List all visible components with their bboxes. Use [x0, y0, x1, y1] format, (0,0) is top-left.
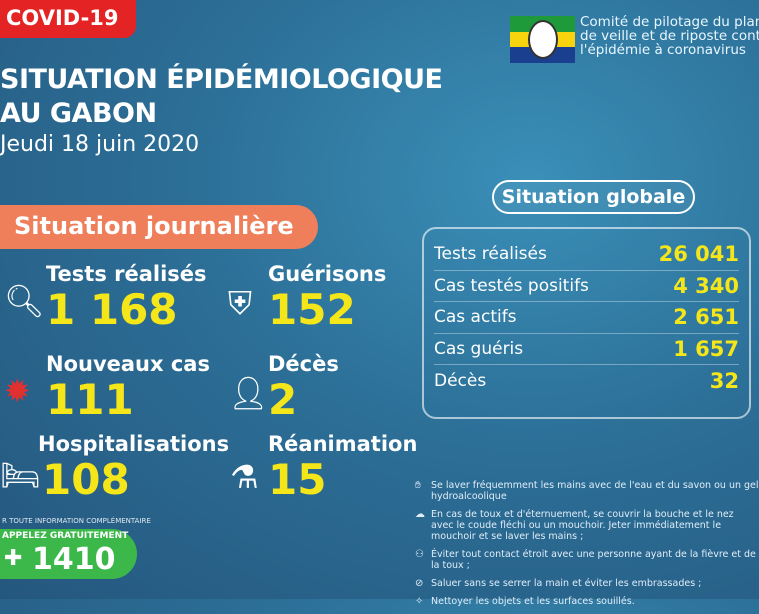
advice-text: En cas de toux et d'éternuement, se couv…: [431, 509, 734, 542]
advice-list: ✋︎ Se laver fréquemment les mains avec de…: [415, 480, 759, 614]
row-label: Décès: [434, 370, 487, 391]
row-label: Cas testés positifs: [434, 275, 589, 296]
covid-badge: COVID-19: [0, 0, 136, 38]
committee-name: Comité de pilotage du plan de veille et …: [580, 15, 759, 57]
advice-text: Se laver fréquemment les mains avec de l…: [431, 480, 759, 502]
committee-line: de veille et de riposte contre: [580, 28, 759, 44]
coat-of-arms-icon: [528, 20, 558, 59]
committee-line: Comité de pilotage du plan: [580, 14, 759, 30]
global-section-title: Situation globale: [492, 180, 695, 214]
hotline-info: R TOUTE INFORMATION COMPLÉMENTAIRE: [2, 517, 151, 525]
stat-label: Hospitalisations: [38, 432, 230, 456]
row-label: Cas guéris: [434, 338, 524, 359]
daily-section-title: Situation journalière: [0, 205, 318, 249]
stat-value: 1 168: [46, 285, 178, 334]
table-row: Décès 32: [434, 365, 739, 397]
oxygen-tank-icon: ⚗︎: [230, 458, 259, 496]
row-value: 32: [709, 368, 739, 393]
row-value: 1 657: [673, 336, 739, 361]
advice-item: ⊘ Saluer sans se serrer la main et éviter…: [415, 578, 759, 589]
table-row: Cas actifs 2 651: [434, 302, 739, 334]
person-icon: 👤︎: [228, 374, 269, 412]
table-row: Cas guéris 1 657: [434, 334, 739, 365]
page-title-line1: SITUATION ÉPIDÉMIOLOGIQUE: [0, 64, 443, 95]
stat-label: Guérisons: [268, 262, 387, 286]
no-handshake-icon: ⊘: [415, 578, 424, 589]
advice-text: Saluer sans se serrer la main et éviter …: [431, 578, 702, 589]
virus-icon: ✹: [4, 372, 31, 410]
advice-item: ✧ Nettoyer les objets et les surfaces sou…: [415, 596, 759, 607]
table-row: Cas testés positifs 4 340: [434, 271, 739, 302]
hotline-banner: APPELEZ GRATUITEMENT ✚ 1410: [0, 529, 137, 579]
gabon-flag-logo: [510, 16, 575, 63]
phone-icon: ✚: [4, 546, 23, 571]
advice-text: Nettoyer les objets et les surfaces soui…: [431, 596, 635, 607]
committee-line: l'épidémie à coronavirus: [580, 42, 746, 58]
page-title-line2: AU GABON: [0, 98, 157, 129]
stat-label: Tests réalisés: [46, 262, 207, 286]
shield-cross-icon: ⛨: [228, 284, 253, 322]
row-value: 26 041: [658, 242, 739, 267]
row-label: Cas actifs: [434, 307, 517, 328]
cleaning-icon: ✧: [415, 596, 424, 607]
advice-text: Éviter tout contact étroit avec une pers…: [431, 549, 756, 571]
stat-label: Réanimation: [268, 432, 418, 456]
global-table: Tests réalisés 26 041 Cas testés positifs…: [422, 227, 751, 419]
stat-value: 152: [268, 285, 356, 334]
row-value: 2 651: [673, 305, 739, 330]
row-value: 4 340: [673, 273, 739, 298]
stat-value: 15: [268, 455, 327, 504]
advice-item: ⚇ Éviter tout contact étroit avec une per…: [415, 549, 759, 571]
distance-icon: ⚇: [415, 549, 424, 560]
stat-value: 111: [46, 375, 134, 424]
hotline-number: 1410: [32, 542, 116, 577]
hotline-label: APPELEZ GRATUITEMENT: [2, 531, 129, 541]
stat-label: Décès: [268, 352, 339, 376]
stat-value: 108: [42, 455, 130, 504]
row-label: Tests réalisés: [434, 244, 547, 265]
hospital-bed-icon: 🛏︎: [0, 456, 41, 494]
handwash-icon: ✋︎: [415, 480, 421, 491]
magnifier-icon: 🔍︎: [4, 282, 45, 320]
report-date: Jeudi 18 juin 2020: [0, 132, 200, 157]
advice-item: ✋︎ Se laver fréquemment les mains avec de…: [415, 480, 759, 502]
stat-value: 2: [268, 375, 298, 424]
sneeze-icon: ☁︎: [415, 509, 425, 520]
advice-item: ☁︎ En cas de toux et d'éternuement, se co…: [415, 509, 759, 542]
table-row: Tests réalisés 26 041: [434, 239, 739, 271]
stat-label: Nouveaux cas: [46, 352, 210, 376]
